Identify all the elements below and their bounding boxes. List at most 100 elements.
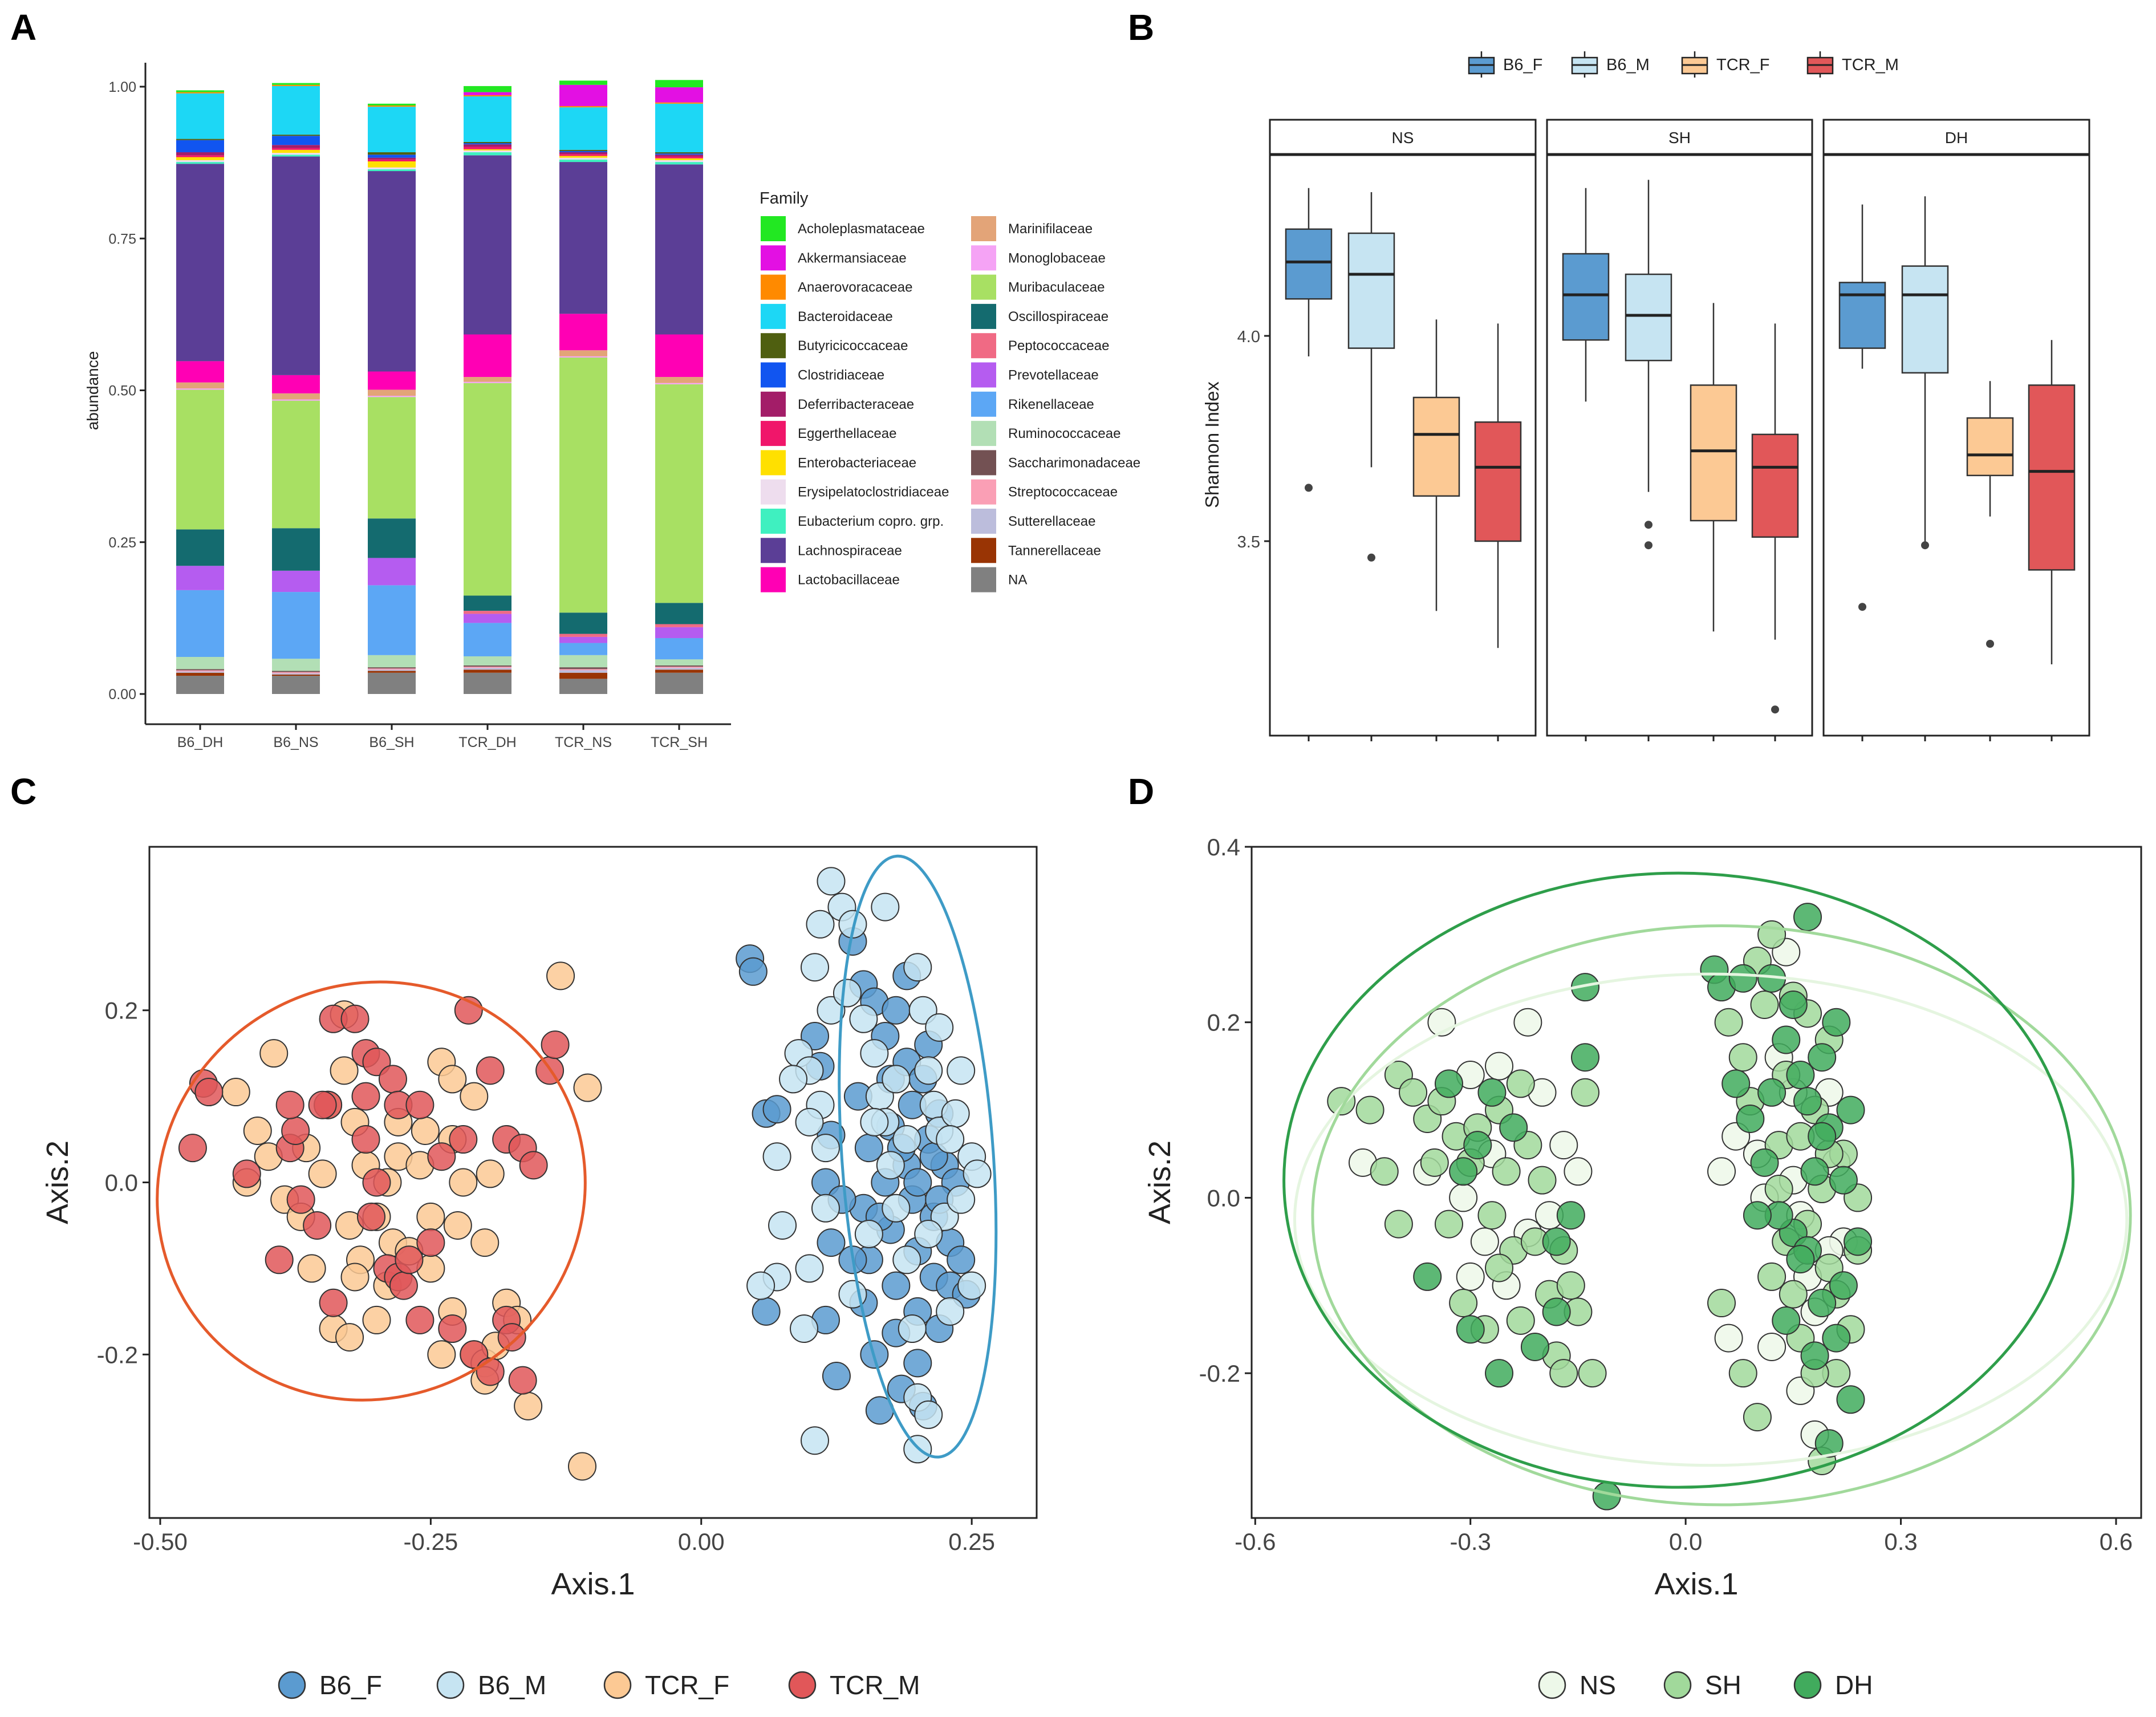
box-b6-m-dh bbox=[1901, 265, 1949, 374]
point-b6-m bbox=[817, 867, 846, 896]
point-dh bbox=[1434, 1069, 1463, 1098]
facet-panel-dh bbox=[1822, 154, 2090, 737]
point-sh bbox=[1779, 1280, 1808, 1309]
facet-strip-ns bbox=[1269, 119, 1537, 155]
bar-segment-enterobacteriaceae-b6-dh bbox=[176, 157, 224, 160]
x-tick-label: TCR_NS bbox=[555, 734, 612, 750]
confidence-ellipse-sh bbox=[1311, 924, 2132, 1507]
bar-segment-oscillospiraceae-tcr-ns bbox=[559, 612, 607, 634]
point-sh bbox=[1399, 1078, 1428, 1107]
box-tcr-m-sh bbox=[1751, 433, 1799, 538]
bar-segment-acholeplasmataceae-b6-dh bbox=[176, 90, 224, 92]
legend-label: Ruminococcaceae bbox=[1008, 426, 1120, 441]
point-b6-m bbox=[914, 1220, 943, 1249]
point-dh bbox=[1736, 1104, 1765, 1133]
legend-label: Eggerthellaceae bbox=[798, 426, 896, 441]
bar-segment-streptococcaceae-tcr-ns bbox=[559, 669, 607, 671]
bar-segment-lactobacillaceae-b6-ns bbox=[272, 375, 320, 393]
box-b6-m-sh bbox=[1625, 273, 1672, 362]
facet-label: DH bbox=[1945, 129, 1968, 147]
point-tcr-f bbox=[243, 1116, 272, 1145]
legend-key-b6-f bbox=[278, 1671, 306, 1699]
bar-segment-butyricicoccaceae-tcr-dh bbox=[464, 141, 511, 144]
x-axis-title: Axis.1 bbox=[551, 1567, 635, 1601]
legend-key-erysipelatoclostridiaceae bbox=[761, 479, 786, 505]
facet-panel-sh bbox=[1546, 154, 1813, 737]
x-tick-label: B6_DH bbox=[177, 734, 224, 750]
bar-segment-lachnospiraceae-tcr-ns bbox=[559, 162, 607, 314]
point-tcr-m bbox=[286, 1185, 315, 1214]
box-tcr-m-ns bbox=[1474, 421, 1522, 542]
bar-segment-eubacterium-copro-grp-b6-ns bbox=[272, 155, 320, 157]
legend-key-eggerthellaceae bbox=[761, 421, 786, 446]
bar-segment-prevotellaceae-b6-dh bbox=[176, 566, 224, 590]
legend-key-rikenellaceae bbox=[971, 391, 996, 417]
point-tcr-f bbox=[449, 1168, 478, 1197]
point-tcr-f bbox=[546, 961, 575, 991]
legend-label: SH bbox=[1705, 1670, 1741, 1700]
legend-label: Peptococcaceae bbox=[1008, 338, 1109, 354]
legend-key-oscillospiraceae bbox=[971, 303, 996, 329]
legend-key-tcr-m bbox=[788, 1671, 817, 1699]
point-b6-f bbox=[762, 1095, 791, 1124]
point-b6-m bbox=[811, 1134, 840, 1163]
x-tick-label: -0.3 bbox=[1450, 1528, 1491, 1555]
point-b6-f bbox=[903, 1349, 932, 1378]
point-b6-m bbox=[903, 953, 932, 982]
point-ns bbox=[1470, 1227, 1499, 1256]
point-ns bbox=[1714, 1324, 1743, 1353]
facet-panel-ns bbox=[1269, 154, 1537, 737]
bar-segment-marinifilaceae-b6-dh bbox=[176, 382, 224, 389]
bar-segment-tannerellaceae-b6-ns bbox=[272, 674, 320, 676]
bar-segment-na-tcr-ns bbox=[559, 679, 607, 694]
point-dh bbox=[1750, 1148, 1779, 1177]
legend-label: Bacteroidaceae bbox=[798, 309, 893, 324]
legend-key-bacteroidaceae bbox=[761, 303, 786, 329]
bar-segment-oscillospiraceae-b6-dh bbox=[176, 529, 224, 566]
point-sh bbox=[1485, 1253, 1514, 1282]
point-dh bbox=[1844, 1227, 1873, 1256]
bar-segment-marinifilaceae-b6-sh bbox=[368, 389, 416, 396]
legend-key-muribaculaceae bbox=[971, 274, 996, 300]
point-dh bbox=[1808, 1289, 1837, 1318]
point-tcr-f bbox=[573, 1073, 602, 1102]
bar-segment-acholeplasmataceae-tcr-sh bbox=[655, 80, 703, 88]
point-tcr-f bbox=[411, 1116, 440, 1145]
point-tcr-f bbox=[416, 1202, 445, 1231]
bar-segment-peptococcaceae-tcr-sh bbox=[655, 624, 703, 627]
point-ns bbox=[1707, 1157, 1736, 1186]
confidence-ellipse-tcr bbox=[156, 980, 587, 1402]
point-b6-m bbox=[947, 1056, 976, 1085]
legend-key-lachnospiraceae bbox=[761, 538, 786, 563]
legend-key-na bbox=[971, 567, 996, 592]
point-tcr-m bbox=[232, 1159, 261, 1188]
bar-segment-monoglobaceae-tcr-dh bbox=[464, 381, 511, 383]
point-dh bbox=[1728, 964, 1757, 993]
bar-segment-na-b6-sh bbox=[368, 672, 416, 694]
point-dh bbox=[1814, 1429, 1844, 1458]
point-b6-m bbox=[795, 1107, 824, 1136]
panel-letter-a: A bbox=[10, 7, 36, 48]
point-b6-m bbox=[790, 1314, 819, 1343]
point-b6-m bbox=[806, 910, 835, 939]
point-sh bbox=[1477, 1201, 1507, 1230]
point-tcr-m bbox=[275, 1090, 304, 1119]
bar-segment-sutterellaceae-b6-sh bbox=[368, 669, 416, 671]
bar-segment-muribaculaceae-b6-sh bbox=[368, 397, 416, 519]
point-dh bbox=[1808, 1043, 1837, 1072]
point-dh bbox=[1520, 1332, 1549, 1361]
point-sh bbox=[1384, 1209, 1413, 1239]
y-tick-label: 0.4 bbox=[1207, 834, 1240, 860]
legend-key-deferribacteraceae bbox=[761, 391, 786, 417]
legend-label: Acholeplasmataceae bbox=[798, 221, 925, 237]
legend-key-dh bbox=[1793, 1671, 1822, 1699]
legend-label: Akkermansiaceae bbox=[798, 250, 907, 266]
bar-segment-clostridiaceae-tcr-dh bbox=[464, 143, 511, 145]
bar-segment-rikenellaceae-tcr-dh bbox=[464, 623, 511, 656]
point-b6-m bbox=[936, 1297, 965, 1326]
outlier-point bbox=[1921, 541, 1929, 550]
bar-segment-eggerthellaceae-b6-ns bbox=[272, 148, 320, 150]
legend-key-ruminococcaceae bbox=[971, 421, 996, 446]
bar-segment-saccharimonadaceae-b6-dh bbox=[176, 669, 224, 671]
bar-segment-enterobacteriaceae-tcr-sh bbox=[655, 158, 703, 160]
